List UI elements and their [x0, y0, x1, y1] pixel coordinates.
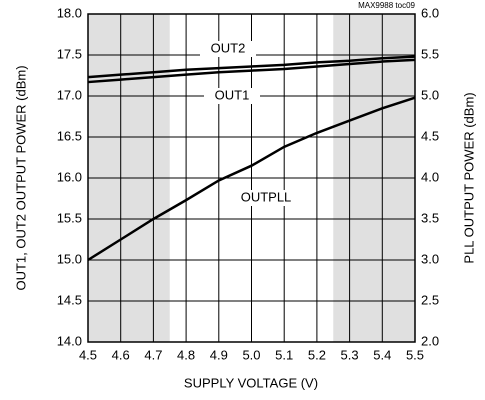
- y-tick-label: 16.0: [57, 169, 82, 184]
- y2-tick-label: 4.5: [421, 128, 439, 143]
- series-line: [87, 58, 416, 84]
- y-tick-label: 17.5: [57, 46, 82, 61]
- label-bg: [204, 88, 260, 104]
- y-tick-label: 14.0: [57, 333, 82, 348]
- x-tick-label: 5.2: [308, 347, 326, 362]
- x-tick-label: 4.6: [112, 347, 130, 362]
- y2-tick-label: 3.5: [421, 210, 439, 225]
- x-tick-label: 4.9: [210, 347, 228, 362]
- x-tick-label: 4.5: [79, 347, 97, 362]
- y2-tick-label: 4.0: [421, 169, 439, 184]
- x-axis-label: SUPPLY VOLTAGE (V): [184, 375, 318, 390]
- series-label: OUTPLL: [241, 189, 292, 204]
- y2-tick-label: 2.0: [421, 333, 439, 348]
- series-line: [87, 55, 416, 79]
- y2-tick-label: 6.0: [421, 5, 439, 20]
- annotation: MAX9988 toc09: [358, 1, 415, 10]
- x-tick-label: 5.1: [275, 347, 293, 362]
- y-tick-label: 16.5: [57, 128, 82, 143]
- label-bg: [238, 190, 294, 206]
- x-tick-label: 4.8: [177, 347, 195, 362]
- x-tick-label: 4.7: [144, 347, 162, 362]
- y2-axis-label: PLL OUTPUT POWER (dBm): [461, 92, 476, 263]
- y-tick-label: 15.0: [57, 251, 82, 266]
- series-line: [87, 96, 416, 262]
- y2-tick-label: 5.5: [421, 46, 439, 61]
- x-tick-label: 5.0: [242, 347, 260, 362]
- y2-tick-label: 3.0: [421, 251, 439, 266]
- series-label: OUT1: [215, 87, 250, 102]
- plot-frame: [87, 13, 416, 343]
- x-tick-label: 5.5: [406, 347, 424, 362]
- label-bg: [200, 41, 256, 57]
- y-tick-label: 15.5: [57, 210, 82, 225]
- y-tick-label: 17.0: [57, 87, 82, 102]
- y2-tick-label: 5.0: [421, 87, 439, 102]
- y2-tick-label: 2.5: [421, 292, 439, 307]
- series-label: OUT2: [211, 40, 246, 55]
- y-tick-label: 18.0: [57, 5, 82, 20]
- x-tick-label: 5.4: [373, 347, 391, 362]
- x-tick-label: 5.3: [341, 347, 359, 362]
- y-axis-label: OUT1, OUT2 OUTPUT POWER (dBm): [13, 65, 28, 290]
- y-tick-label: 14.5: [57, 292, 82, 307]
